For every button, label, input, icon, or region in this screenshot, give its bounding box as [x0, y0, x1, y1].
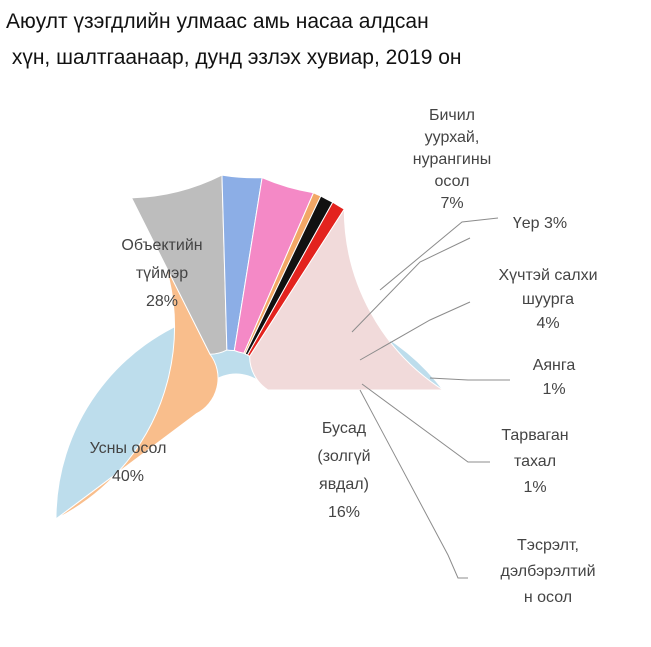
slice-label-6-line-3: н осол [524, 589, 572, 606]
chart-title: Аюулт үзэгдлийн улмаас амь насаа алдсан … [6, 4, 646, 76]
leader-line-8 [361, 383, 490, 463]
slice-label-3-line-1: Бичил [429, 107, 475, 124]
slice-label-4-line-1: Үер 3% [513, 215, 567, 232]
slice-label-3-line-3: нурангины [413, 151, 491, 168]
slice-label-6: Тэсрэлт, дэлбэрэлтий н осол [500, 537, 595, 606]
slice-2 [55, 197, 219, 520]
slice-label-9-line-4: 16% [328, 504, 360, 521]
slice-label-6-line-1: Тэсрэлт, [517, 537, 579, 554]
slice-label-5: Хүчтэй салхи шуурга 4% [498, 267, 597, 332]
chart-title-line-2: хүн, шалтгаанаар, дунд эзлэх хувиар, 201… [6, 46, 462, 69]
chart-slices [55, 174, 445, 520]
slice-label-2-line-3: 28% [146, 293, 178, 310]
slice-label-8-line-1: Тарваган [501, 427, 568, 444]
slice-label-2-line-2: түймэр [136, 265, 188, 282]
slice-label-9-line-1: Бусад [322, 420, 367, 437]
slice-label-2-line-1: Объектийн [121, 237, 202, 254]
leader-line-6 [359, 389, 468, 579]
slice-label-9: Бусад (золгүй явдал) 16% [317, 420, 370, 521]
slice-label-7: Аянга 1% [533, 357, 576, 398]
slice-label-3-line-2: уурхай, [425, 129, 480, 146]
slice-label-6-line-2: дэлбэрэлтий [500, 563, 595, 580]
slice-label-3: Бичил уурхай, нурангины осол 7% [413, 107, 491, 212]
slice-label-8: Тарваган тахал 1% [501, 427, 568, 496]
slice-label-5-line-3: 4% [536, 315, 559, 332]
slice-label-2: Объектийн түймэр 28% [121, 237, 202, 310]
slice-label-1-line-1: Усны осол [90, 440, 167, 457]
slice-label-3-line-5: 7% [440, 195, 463, 212]
leader-line-3 [379, 217, 499, 291]
slice-label-9-line-2: (золгүй [317, 448, 370, 465]
slice-label-4: Үер 3% [513, 215, 567, 232]
leader-lines [351, 217, 510, 579]
slice-label-8-line-3: 1% [523, 479, 546, 496]
chart-title-line-1: Аюулт үзэгдлийн улмаас амь насаа алдсан [6, 10, 429, 33]
leader-line-7 [429, 377, 510, 381]
slice-label-7-line-1: Аянга [533, 357, 576, 374]
slice-label-9-line-3: явдал) [319, 476, 369, 493]
slice-label-5-line-2: шуурга [522, 291, 574, 308]
leader-line-4 [351, 237, 471, 333]
slice-9 [249, 207, 445, 391]
slice-label-1: Усны осол 40% [90, 440, 167, 485]
slice-labels: Усны осол 40% Объектийн түймэр 28% Бичил уурха… [90, 107, 598, 606]
slice-label-1-line-2: 40% [112, 468, 144, 485]
slice-label-5-line-1: Хүчтэй салхи [498, 267, 597, 284]
slice-label-7-line-2: 1% [542, 381, 565, 398]
leader-line-5 [359, 301, 471, 361]
slice-label-3-line-4: осол [435, 173, 470, 190]
slice-label-8-line-2: тахал [514, 453, 556, 470]
